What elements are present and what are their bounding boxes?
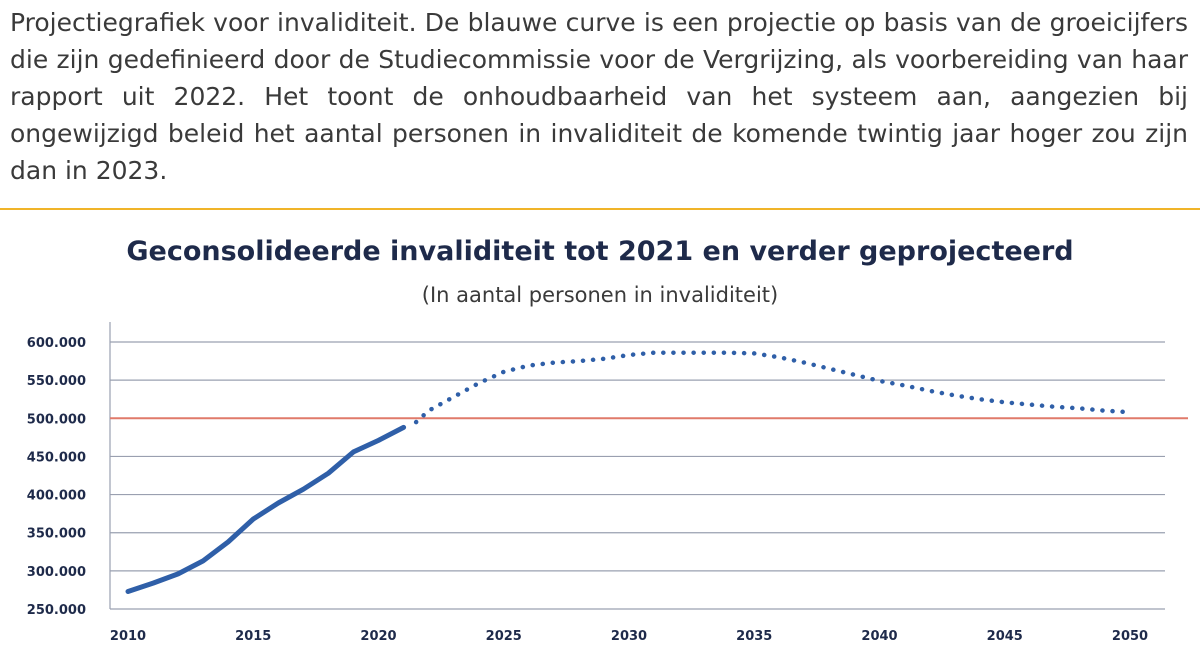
y-tick-label: 400.000 — [27, 489, 86, 504]
x-tick-label: 2010 — [110, 629, 146, 644]
y-tick-label: 450.000 — [27, 450, 86, 465]
x-tick-label: 2040 — [861, 629, 897, 644]
projected-series-line — [413, 350, 1133, 425]
y-tick-label: 500.000 — [27, 412, 86, 427]
x-tick-label: 2020 — [360, 629, 396, 644]
y-tick-label: 600.000 — [27, 336, 86, 351]
x-tick-label: 2045 — [987, 629, 1023, 644]
historical-series-line — [125, 424, 407, 594]
y-tick-label: 350.000 — [27, 527, 86, 542]
x-tick-label: 2030 — [611, 629, 647, 644]
y-tick-label: 300.000 — [27, 565, 86, 580]
x-tick-label: 2015 — [235, 629, 271, 644]
y-tick-labels: 250.000 300.000 350.000 400.000 450.000 500.0… — [27, 336, 86, 618]
chart-subtitle: (In aantal personen in invaliditeit) — [421, 283, 779, 307]
y-tick-label: 250.000 — [27, 603, 86, 618]
x-tick-label: 2025 — [486, 629, 522, 644]
series-group — [125, 350, 1133, 594]
section-divider — [0, 208, 1200, 210]
chart-title: Geconsolideerde invaliditeit tot 2021 en… — [126, 236, 1074, 267]
y-tick-label: 550.000 — [27, 374, 86, 389]
gridlines — [110, 341, 1165, 610]
x-tick-label: 2035 — [736, 629, 772, 644]
figure-caption: Projectiegrafiek voor invaliditeit. De b… — [10, 8, 1188, 185]
x-tick-labels: 2010 2015 2020 2025 2030 2035 2040 2045 2050 — [110, 629, 1148, 644]
x-tick-label: 2050 — [1112, 629, 1148, 644]
